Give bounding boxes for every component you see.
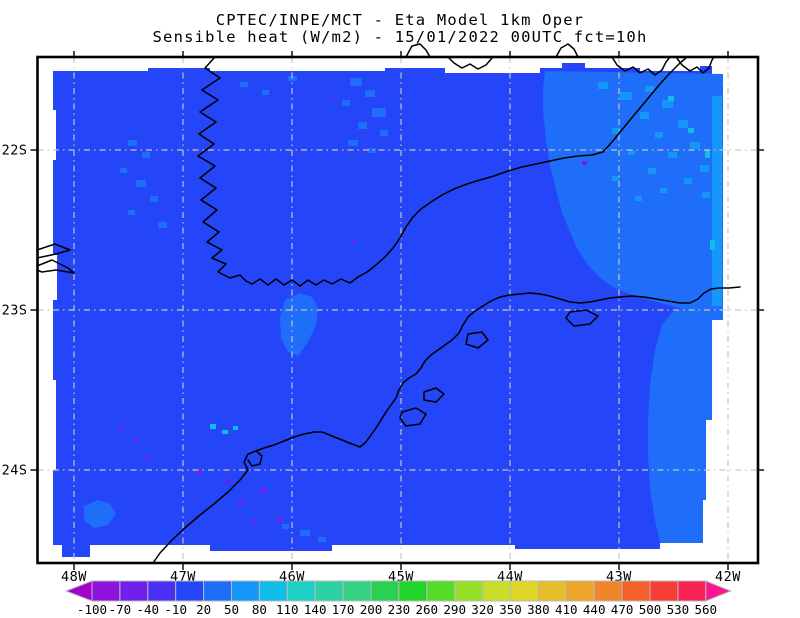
colorbar-segment xyxy=(677,580,707,602)
colorbar-segment xyxy=(314,580,344,602)
colorbar-label: 110 xyxy=(276,602,299,617)
lon-tick-label: 42W xyxy=(715,569,741,585)
lon-tick-label: 48W xyxy=(61,569,87,585)
colorbar-label: -40 xyxy=(137,602,160,617)
colorbar-segment xyxy=(203,580,233,602)
outline-layer xyxy=(36,43,741,564)
island-ilhabela xyxy=(465,331,489,349)
map-frame xyxy=(36,55,760,565)
lat-tick-label: 22S xyxy=(2,143,28,159)
colorbar-segment xyxy=(426,580,456,602)
colorbar-segment xyxy=(565,580,595,602)
colorbar-label: 440 xyxy=(583,602,606,617)
boundary-fragment-west-edge xyxy=(36,243,75,274)
colorbar-segment xyxy=(649,580,679,602)
field-patch-center xyxy=(280,293,318,356)
field-speckles-cyan xyxy=(210,96,715,434)
colorbar-label: -100 xyxy=(77,602,107,617)
colorbar-segment xyxy=(258,580,288,602)
colorbar-label: 530 xyxy=(667,602,690,617)
field-speckles-purple xyxy=(120,95,587,524)
colorbar-segment xyxy=(537,580,567,602)
colorbar-segment xyxy=(342,580,372,602)
colorbar-segment xyxy=(510,580,539,602)
colorbar-segment xyxy=(286,580,316,602)
island-ilha-grande xyxy=(565,309,599,327)
colorbar-arrow-right xyxy=(705,580,733,602)
colorbar-label: 50 xyxy=(224,602,239,617)
colorbar-segment xyxy=(175,580,205,602)
colorbar-label: 320 xyxy=(471,602,494,617)
colorbar-segment xyxy=(231,580,260,602)
colorbar-segment xyxy=(593,580,623,602)
field-speckles-lighter xyxy=(598,82,722,306)
field-layer xyxy=(53,63,723,557)
colorbar-label: 230 xyxy=(388,602,411,617)
colorbar-segment xyxy=(119,580,149,602)
field-patch-ne xyxy=(543,71,723,320)
colorbar-label: 260 xyxy=(416,602,439,617)
field-patch-sw xyxy=(84,500,116,528)
colorbar-label: 560 xyxy=(695,602,718,617)
colorbar-label: 500 xyxy=(639,602,662,617)
colorbar-segment xyxy=(482,580,512,602)
lat-tick-label: 24S xyxy=(2,463,28,479)
boundary-fragment-top2 xyxy=(675,56,715,74)
coastline-path xyxy=(152,286,741,564)
colorbar-label: 410 xyxy=(555,602,578,617)
colorbar-segment xyxy=(621,580,651,602)
boundary-fragment-top5 xyxy=(447,56,493,70)
state-boundary-west xyxy=(197,56,253,285)
page-title-line2: Sensible heat (W/m2) - 15/01/2022 00UTC … xyxy=(153,28,648,46)
colorbar-label: 350 xyxy=(499,602,522,617)
colorbar-segment xyxy=(454,580,484,602)
colorbar-segment xyxy=(398,580,428,602)
colorbar-segment xyxy=(147,580,177,602)
lat-tick-label: 23S xyxy=(2,303,28,319)
colorbar-label: 470 xyxy=(611,602,634,617)
page-title-line1: CPTEC/INPE/MCT - Eta Model 1km Oper xyxy=(216,11,585,29)
colorbar-segment xyxy=(91,580,121,602)
colorbar-label: 290 xyxy=(443,602,466,617)
colorbar-label: 80 xyxy=(252,602,267,617)
colorbar-label: 170 xyxy=(332,602,355,617)
state-boundary-northeast xyxy=(251,56,688,287)
colorbar-label: -70 xyxy=(109,602,132,617)
colorbar-label: -10 xyxy=(164,602,187,617)
colorbar-label: 200 xyxy=(360,602,383,617)
colorbar-segment xyxy=(370,580,400,602)
field-patch-ocean xyxy=(648,308,712,543)
colorbar-label: 380 xyxy=(527,602,550,617)
island-santos xyxy=(399,387,445,427)
boundary-fragment-top4 xyxy=(555,43,579,58)
colorbar-label: 140 xyxy=(304,602,327,617)
colorbar-label: 20 xyxy=(196,602,211,617)
boundary-fragment-top1 xyxy=(611,56,671,76)
boundary-fragment-top3 xyxy=(405,43,431,58)
colorbar: -100 -70 -40 -10 20 50 80 110 140 170 200 230 260 290… xyxy=(64,580,733,617)
